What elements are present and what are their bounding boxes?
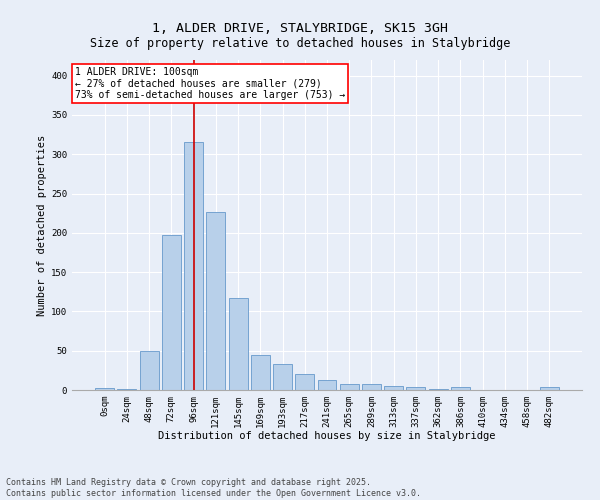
Bar bbox=[295, 374, 314, 390]
Bar bbox=[273, 364, 292, 390]
Bar bbox=[540, 387, 559, 390]
Text: 1 ALDER DRIVE: 100sqm
← 27% of detached houses are smaller (279)
73% of semi-det: 1 ALDER DRIVE: 100sqm ← 27% of detached … bbox=[74, 66, 345, 100]
Bar bbox=[317, 380, 337, 390]
Bar bbox=[206, 212, 225, 390]
Bar bbox=[340, 384, 359, 390]
Y-axis label: Number of detached properties: Number of detached properties bbox=[37, 134, 47, 316]
Text: Size of property relative to detached houses in Stalybridge: Size of property relative to detached ho… bbox=[90, 38, 510, 51]
Bar bbox=[95, 388, 114, 390]
Bar bbox=[229, 298, 248, 390]
Text: 1, ALDER DRIVE, STALYBRIDGE, SK15 3GH: 1, ALDER DRIVE, STALYBRIDGE, SK15 3GH bbox=[152, 22, 448, 36]
Bar bbox=[429, 389, 448, 390]
Bar bbox=[406, 387, 425, 390]
Bar bbox=[384, 386, 403, 390]
Bar bbox=[184, 142, 203, 390]
X-axis label: Distribution of detached houses by size in Stalybridge: Distribution of detached houses by size … bbox=[158, 432, 496, 442]
Bar bbox=[362, 384, 381, 390]
Bar bbox=[451, 387, 470, 390]
Bar bbox=[118, 389, 136, 390]
Bar bbox=[251, 354, 270, 390]
Text: Contains HM Land Registry data © Crown copyright and database right 2025.
Contai: Contains HM Land Registry data © Crown c… bbox=[6, 478, 421, 498]
Bar bbox=[140, 350, 158, 390]
Bar bbox=[162, 235, 181, 390]
